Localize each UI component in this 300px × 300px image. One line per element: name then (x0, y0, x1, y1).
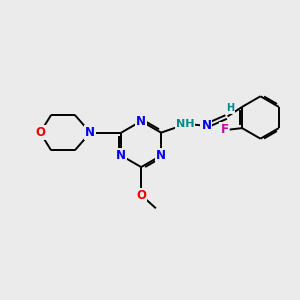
Text: NH: NH (176, 119, 194, 129)
Text: O: O (136, 188, 146, 202)
Text: H: H (226, 103, 234, 113)
Text: N: N (156, 149, 166, 162)
Text: F: F (220, 123, 228, 136)
Text: N: N (85, 126, 95, 139)
Text: N: N (116, 149, 126, 162)
Text: N: N (136, 115, 146, 128)
Text: N: N (201, 119, 212, 132)
Text: O: O (35, 126, 45, 139)
